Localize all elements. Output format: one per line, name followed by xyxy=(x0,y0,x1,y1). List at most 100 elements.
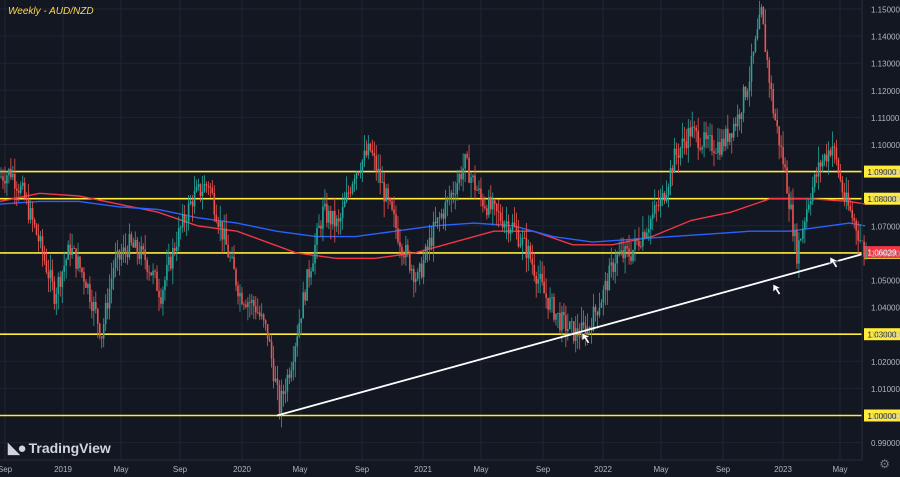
candle xyxy=(328,205,330,229)
candle-body xyxy=(543,281,545,294)
candle-body xyxy=(89,284,91,303)
candle-body xyxy=(515,226,518,230)
candle xyxy=(634,229,636,262)
candle xyxy=(576,314,579,349)
candle-body xyxy=(644,232,646,238)
candle-body xyxy=(6,175,8,184)
candle xyxy=(515,212,518,240)
candle-body xyxy=(318,225,320,228)
y-tick-label: 1.02000 xyxy=(871,358,900,367)
candle-body xyxy=(39,236,42,242)
candle-body xyxy=(470,177,472,183)
candle xyxy=(405,235,407,266)
candle-body xyxy=(365,150,368,156)
candle-body xyxy=(565,315,567,332)
candle xyxy=(280,379,283,428)
candle xyxy=(663,191,666,205)
candle xyxy=(363,135,366,168)
candle-body xyxy=(725,128,727,147)
candle-body xyxy=(484,206,486,209)
candle-body xyxy=(93,301,95,311)
candle-body xyxy=(462,168,464,180)
candle xyxy=(837,157,840,178)
candle xyxy=(166,249,168,287)
candle-body xyxy=(661,192,664,198)
candle-body xyxy=(21,182,24,186)
candle xyxy=(146,257,148,280)
candle xyxy=(734,116,737,132)
candle-body xyxy=(235,269,237,286)
candle-body xyxy=(81,267,83,273)
candle-body xyxy=(804,221,806,229)
candle xyxy=(191,195,194,222)
candle-body xyxy=(807,204,810,210)
candle xyxy=(379,154,381,195)
candle xyxy=(128,223,131,260)
candle xyxy=(23,177,26,201)
candle xyxy=(411,264,413,281)
candle xyxy=(158,278,160,312)
candle xyxy=(764,9,767,53)
candle xyxy=(302,281,304,319)
y-tick-label: 1.14000 xyxy=(871,33,900,42)
candle xyxy=(667,183,670,208)
candle xyxy=(604,271,607,306)
candle-body xyxy=(499,212,502,221)
candle xyxy=(432,211,435,262)
candle-body xyxy=(102,324,105,339)
x-tick-label: 2022 xyxy=(594,465,612,474)
candle-body xyxy=(393,209,395,215)
candle xyxy=(81,266,83,278)
candle xyxy=(122,234,125,263)
candle xyxy=(375,145,378,181)
current-price-bg xyxy=(864,246,900,259)
x-tick-label: Sep xyxy=(536,465,551,474)
candle-body xyxy=(264,320,267,325)
candle xyxy=(25,192,28,205)
candle-body xyxy=(748,81,751,92)
candle-body xyxy=(17,190,20,193)
candle xyxy=(426,239,429,263)
candle xyxy=(310,267,312,286)
candle xyxy=(49,254,52,293)
candle xyxy=(823,153,826,167)
candle xyxy=(851,201,854,225)
candle xyxy=(513,207,516,228)
candle xyxy=(288,367,291,385)
candle xyxy=(730,132,733,154)
candle-body xyxy=(452,192,455,195)
x-tick-label: 2021 xyxy=(414,465,432,474)
candle xyxy=(337,209,340,235)
candle xyxy=(578,323,581,350)
y-tick-label: 1.00000 xyxy=(871,412,900,421)
candle xyxy=(294,342,297,378)
candle-body xyxy=(136,239,139,254)
candles xyxy=(0,0,867,428)
candle-body xyxy=(582,322,585,326)
candle-body xyxy=(624,246,626,259)
candle xyxy=(681,122,684,159)
candle xyxy=(533,252,536,282)
candle xyxy=(807,199,810,213)
candle-body xyxy=(778,126,780,146)
candle xyxy=(217,216,220,234)
candle-body xyxy=(784,164,786,168)
candle xyxy=(582,310,585,329)
candle xyxy=(209,183,212,198)
candle-body xyxy=(339,217,342,222)
candle xyxy=(142,243,144,256)
candle xyxy=(857,221,859,257)
candle xyxy=(806,197,808,229)
candle-body xyxy=(19,185,22,193)
candle-body xyxy=(118,250,121,260)
candle-body xyxy=(229,256,231,258)
candle-body xyxy=(23,182,26,199)
candle-body xyxy=(476,190,478,191)
gear-icon[interactable]: ⚙ xyxy=(879,457,890,471)
candle-body xyxy=(355,172,358,179)
candle-body xyxy=(746,91,749,98)
candle xyxy=(843,183,846,207)
candle xyxy=(341,193,344,230)
candle-body xyxy=(391,201,393,210)
